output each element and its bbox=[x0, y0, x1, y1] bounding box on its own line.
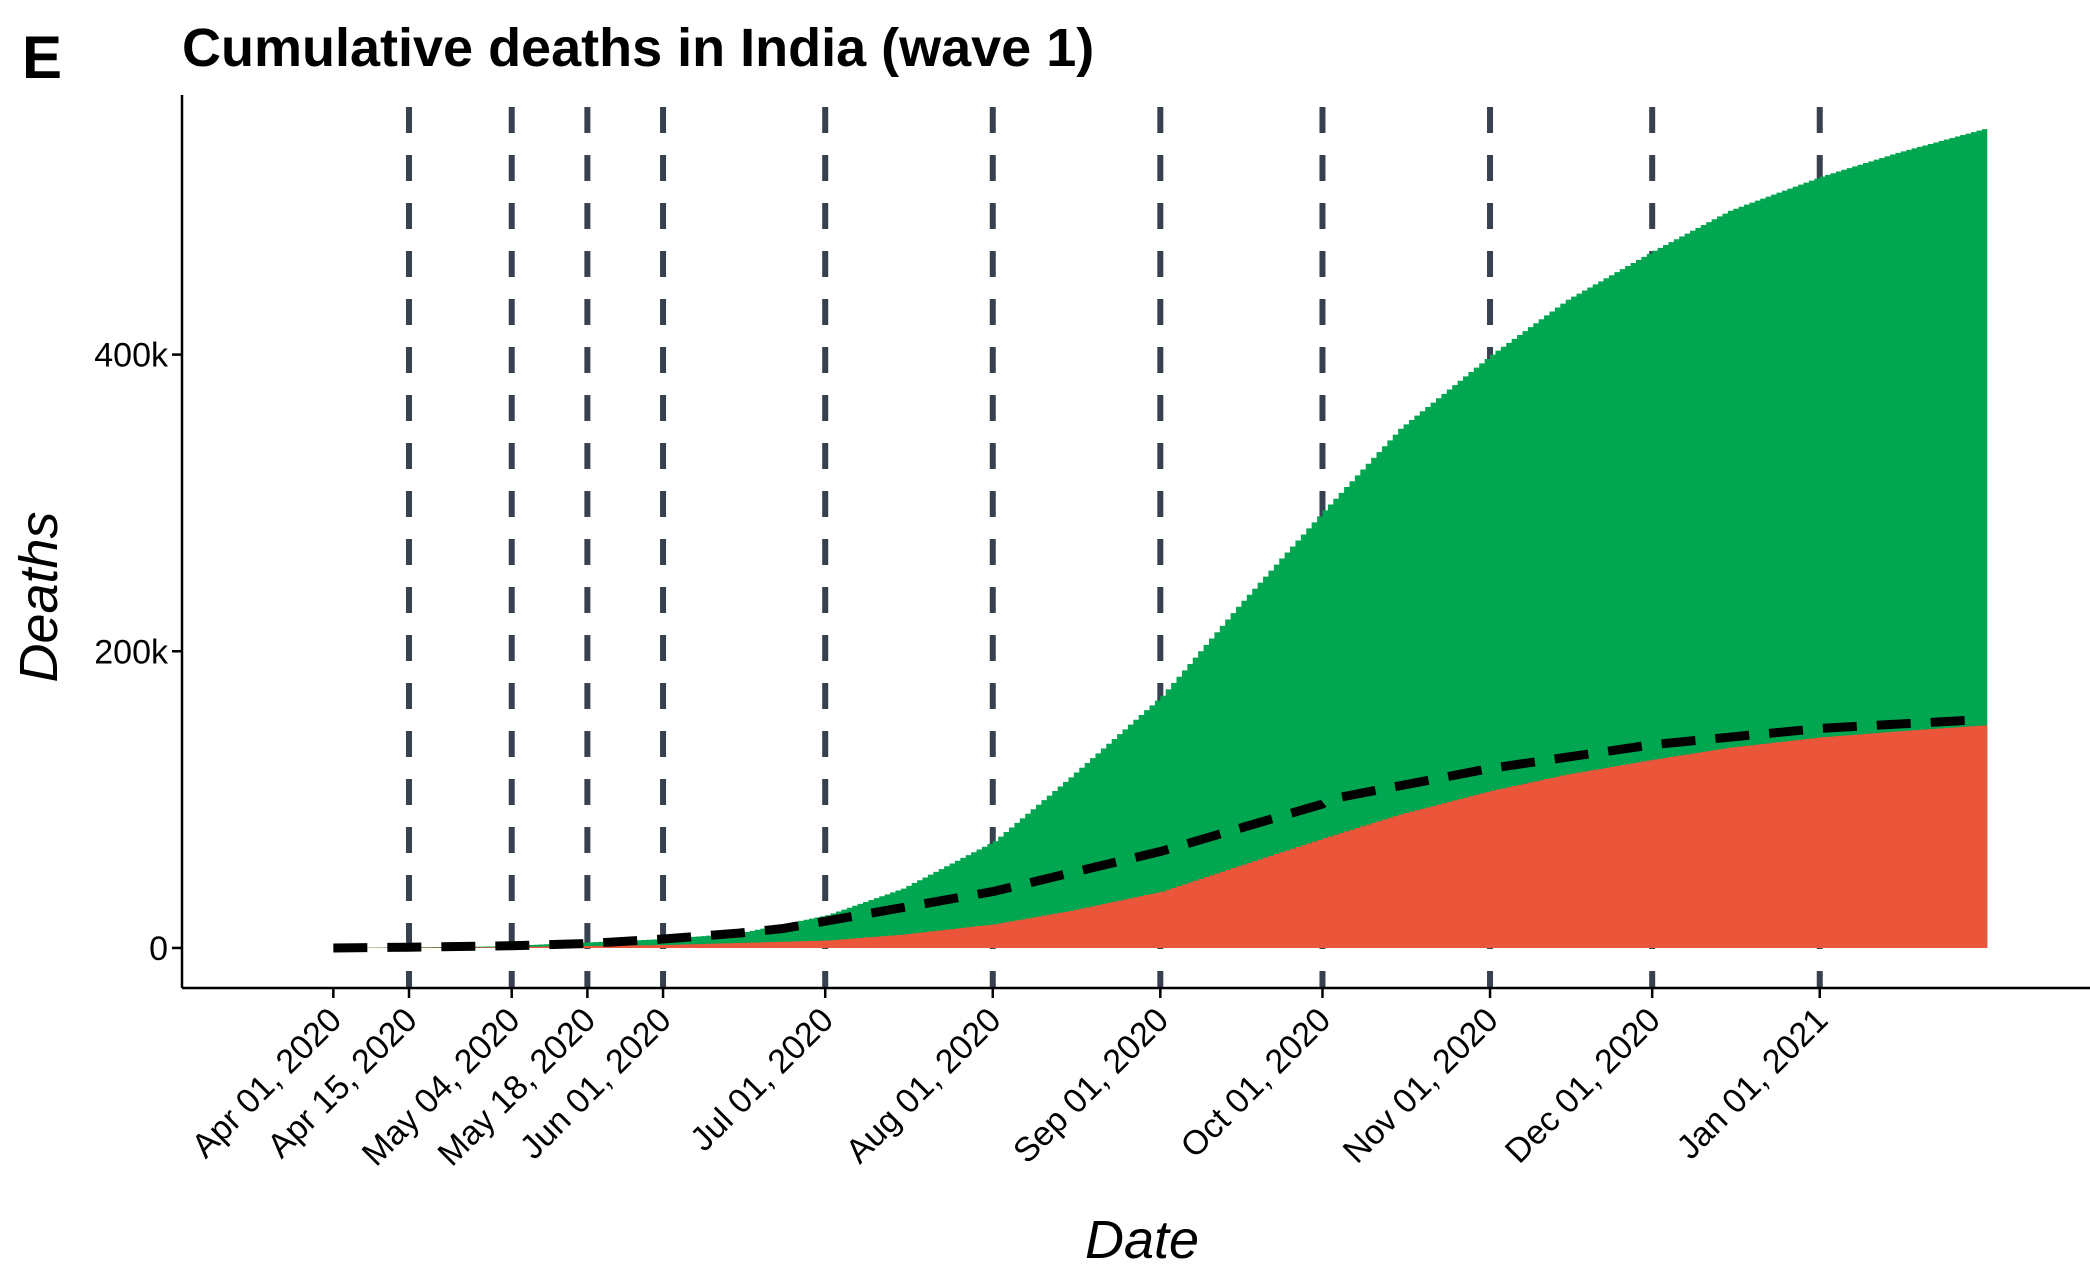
y-axis-title: Deaths bbox=[9, 511, 69, 682]
dashed-line-series bbox=[333, 715, 1983, 953]
x-tick-label: Jan 01, 2021 bbox=[1669, 1001, 1835, 1167]
axes bbox=[180, 95, 2090, 990]
y-tick-label: 0 bbox=[149, 930, 168, 968]
x-axis-title: Date bbox=[1085, 1210, 1199, 1270]
y-ticks: 0 200k 400k bbox=[94, 337, 182, 968]
area-series-1 bbox=[333, 129, 1988, 948]
x-tick-label: Sep 01, 2020 bbox=[1006, 1001, 1176, 1171]
x-tick-label: Jul 01, 2020 bbox=[683, 1001, 841, 1159]
area-series-2 bbox=[333, 725, 1988, 948]
x-tick-label: Nov 01, 2020 bbox=[1336, 1001, 1506, 1171]
dashed-line-series-path bbox=[333, 715, 1983, 953]
y-tick-label: 400k bbox=[94, 337, 169, 375]
panel-label: E bbox=[22, 24, 62, 91]
x-tick-label: Dec 01, 2020 bbox=[1498, 1001, 1668, 1171]
y-tick-label: 200k bbox=[94, 633, 169, 671]
x-tick-label: Aug 01, 2020 bbox=[839, 1001, 1009, 1171]
chart-title: Cumulative deaths in India (wave 1) bbox=[182, 18, 1094, 78]
area-series bbox=[333, 129, 1988, 948]
x-tick-label: Oct 01, 2020 bbox=[1174, 1001, 1339, 1166]
